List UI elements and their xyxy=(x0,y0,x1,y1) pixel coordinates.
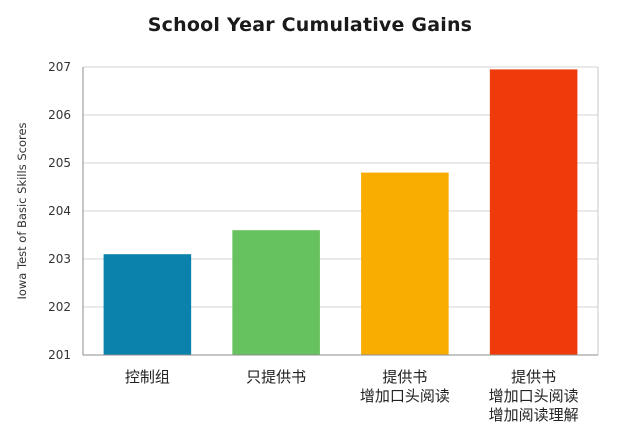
y-tick-label: 206 xyxy=(48,108,71,122)
bar xyxy=(489,69,578,356)
x-category-label: 控制组 xyxy=(125,368,170,386)
y-tick-label: 203 xyxy=(48,252,71,266)
y-tick-label: 202 xyxy=(48,300,71,314)
x-category-label: 增加口头阅读 xyxy=(489,387,579,405)
chart-title: School Year Cumulative Gains xyxy=(147,14,473,36)
x-category-label: 增加口头阅读 xyxy=(360,387,450,405)
y-tick-label: 205 xyxy=(48,156,71,170)
x-category-label: 增加阅读理解 xyxy=(489,406,579,424)
y-tick-label: 204 xyxy=(48,204,71,218)
y-axis-title: Iowa Test of Basic Skills Scores xyxy=(15,122,29,299)
bar xyxy=(361,172,449,355)
bar xyxy=(232,230,320,355)
x-category-label: 提供书 xyxy=(382,368,427,386)
y-tick-label: 201 xyxy=(48,348,71,362)
bar xyxy=(103,254,192,355)
y-tick-label: 207 xyxy=(48,60,71,74)
x-category-label: 提供书 xyxy=(511,368,556,386)
x-category-label: 只提供书 xyxy=(246,368,306,386)
